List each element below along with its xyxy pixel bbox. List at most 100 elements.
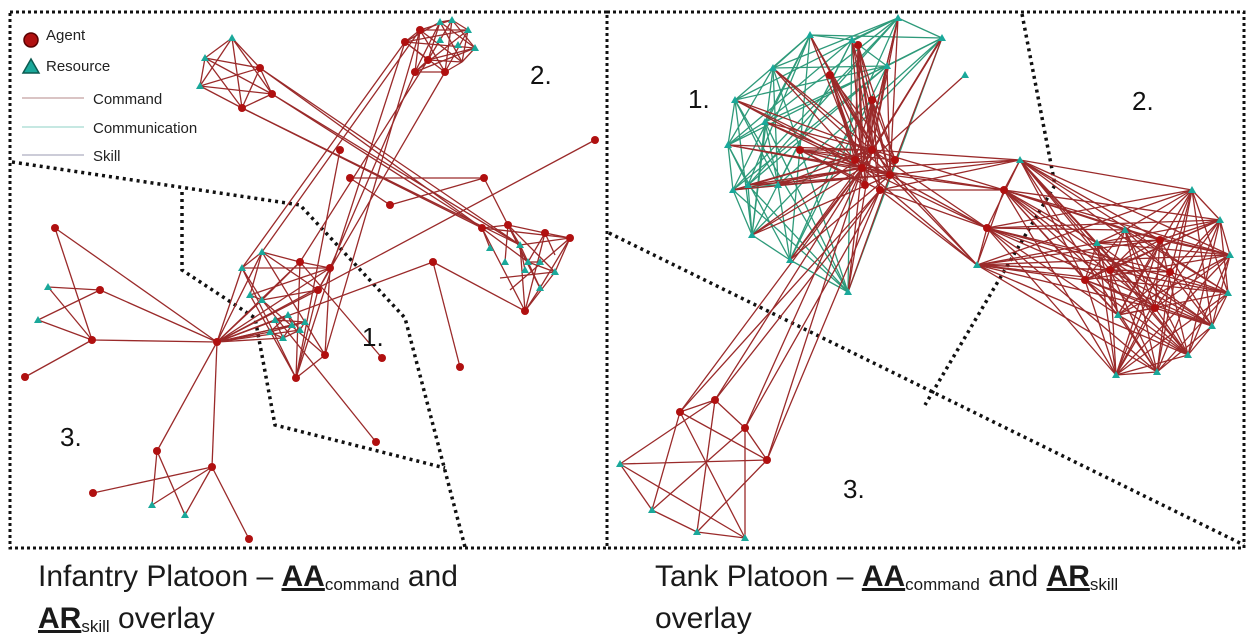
command-edge (1124, 229, 1156, 309)
communication-edge (764, 17, 899, 123)
command-edge (871, 65, 888, 151)
resource-node (1188, 186, 1196, 193)
command-edge (1109, 189, 1193, 271)
agent-node (51, 224, 59, 232)
command-edge (861, 167, 988, 229)
left-caption-aa-sub: command (324, 575, 400, 594)
command-edge (519, 244, 526, 312)
resource-node (284, 311, 292, 318)
left-region-boundaries (11, 160, 467, 548)
command-edge (231, 37, 261, 69)
resource-node (848, 36, 856, 43)
command-edge (54, 227, 218, 343)
resource-node (938, 34, 946, 41)
command-edge (799, 149, 856, 161)
resource-node (258, 296, 266, 303)
command-edge (1096, 242, 1117, 376)
resource-node (744, 181, 752, 188)
command-edge (1019, 159, 1231, 256)
command-edge (847, 167, 863, 293)
resource-node (616, 460, 624, 467)
command-edge (184, 466, 213, 516)
agent-node (386, 201, 394, 209)
command-edge (679, 411, 768, 461)
command-edge (461, 29, 469, 63)
command-edge (554, 237, 571, 273)
resource-node (516, 241, 524, 248)
command-edge (1096, 242, 1231, 256)
command-edge (854, 44, 859, 161)
agent-node (480, 174, 488, 182)
graph-nodes (21, 14, 1234, 543)
command-edge (1019, 159, 1193, 191)
command-edge (766, 167, 863, 461)
command-edge (889, 174, 978, 266)
resource-node (806, 31, 814, 38)
agent-node (886, 171, 894, 179)
command-edge (986, 189, 1193, 229)
command-edge (809, 34, 863, 169)
command-edge (1019, 159, 1086, 281)
left-caption-suffix: overlay (109, 602, 215, 635)
command-edge (619, 463, 746, 539)
resource-node (238, 264, 246, 271)
agent-node (88, 336, 96, 344)
command-edge (204, 57, 243, 109)
command-edge (986, 227, 1126, 231)
right-caption-suffix: overlay (655, 602, 752, 635)
resource-node (436, 18, 444, 25)
resource-node (883, 62, 891, 69)
agent-node (876, 186, 884, 194)
agent-node (741, 424, 749, 432)
communication-edge (727, 67, 774, 146)
command-edge (519, 237, 571, 246)
command-edge (696, 531, 746, 539)
right-caption-aa-sub: command (905, 575, 980, 594)
command-edge (976, 254, 1231, 266)
command-edge (241, 93, 273, 109)
command-edge (47, 286, 101, 291)
command-edge (1154, 307, 1213, 327)
agent-node (96, 286, 104, 294)
resource-node (471, 44, 479, 51)
command-edge (871, 149, 978, 266)
right-caption-prefix: Tank Platoon – (655, 560, 862, 593)
agent-node (378, 354, 386, 362)
command-edge (1187, 325, 1213, 356)
left-caption-mid: and (399, 560, 458, 593)
right-region-1-label: 1. (688, 84, 710, 114)
command-edge (1159, 219, 1221, 241)
command-edge (1109, 269, 1119, 316)
command-edge (1084, 239, 1161, 281)
command-edge (829, 74, 856, 161)
agent-node (456, 363, 464, 371)
command-edge (1084, 242, 1098, 281)
command-edge (1096, 242, 1156, 309)
command-edge (772, 67, 863, 169)
command-edge (432, 261, 461, 368)
legend-skill-label: Skill (93, 148, 121, 165)
resource-node (973, 261, 981, 268)
command-edge (204, 57, 273, 95)
command-edge (619, 459, 768, 465)
resource-node (196, 82, 204, 89)
legend-communication-label: Communication (93, 120, 197, 137)
agent-node (326, 264, 334, 272)
command-edge (241, 41, 406, 269)
command-edge (861, 167, 978, 266)
resource-node (786, 256, 794, 263)
command-edge (524, 232, 546, 312)
command-edge (651, 427, 746, 511)
command-edge (499, 271, 556, 279)
command-edge (211, 341, 218, 468)
command-edge (1115, 354, 1189, 376)
command-edge (544, 232, 571, 239)
agent-node (1156, 236, 1164, 244)
command-edge (861, 159, 1021, 169)
agent-node (861, 181, 869, 189)
resource-node (1216, 216, 1224, 223)
command-edge (54, 227, 93, 341)
resource-node (181, 511, 189, 518)
right-caption-ar-sub: skill (1089, 575, 1119, 594)
command-edge (857, 44, 896, 161)
